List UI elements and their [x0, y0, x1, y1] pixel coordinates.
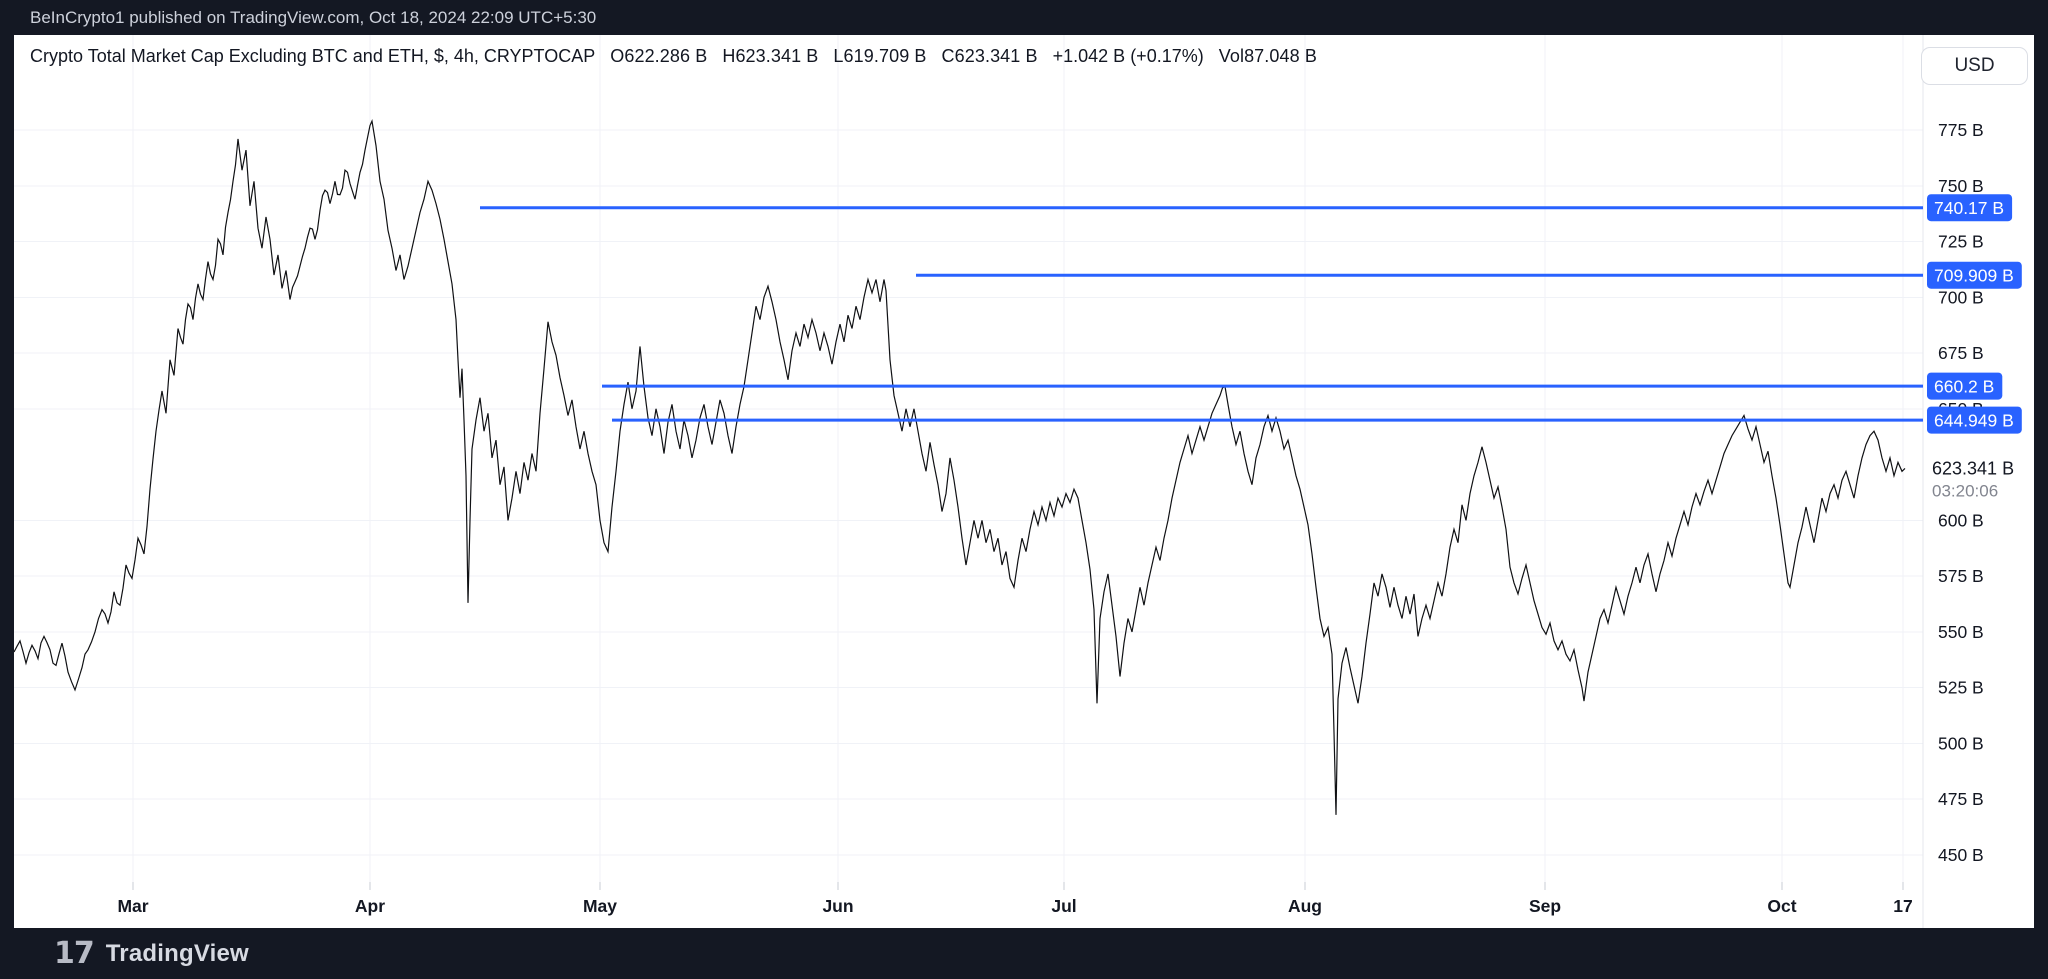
y-axis-label: 600 B	[1938, 510, 1984, 530]
attribution-bar: BeInCrypto1 published on TradingView.com…	[0, 0, 2048, 35]
currency-toggle-button[interactable]: USD	[1921, 47, 2028, 85]
y-axis-label: 450 B	[1938, 845, 1984, 865]
x-axis-label: Mar	[117, 896, 148, 916]
x-axis-label: Oct	[1767, 896, 1796, 916]
legend-close: C623.341 B	[941, 46, 1038, 66]
price-level-badge-label: 709.909 B	[1934, 266, 2014, 286]
y-axis-label: 700 B	[1938, 287, 1984, 307]
tradingview-brand-link[interactable]: TradingView	[105, 939, 249, 967]
price-level-badge[interactable]	[1927, 372, 2003, 400]
y-axis-label: 475 B	[1938, 789, 1984, 809]
price-level-badge-label: 660.2 B	[1934, 377, 1994, 397]
y-axis-label: 750 B	[1938, 176, 1984, 196]
x-axis-label: Sep	[1529, 896, 1561, 916]
price-level-badge[interactable]	[1927, 406, 2022, 434]
y-axis-label: 550 B	[1938, 622, 1984, 642]
x-axis-label: Jul	[1051, 896, 1076, 916]
x-axis-label: Jun	[822, 896, 853, 916]
chart-legend: Crypto Total Market Cap Excluding BTC an…	[30, 46, 1317, 67]
price-level-badge-label: 740.17 B	[1934, 198, 2004, 218]
y-axis-label: 775 B	[1938, 120, 1984, 140]
tradingview-logo-icon[interactable]: 17	[54, 935, 95, 971]
x-axis-label: 17	[1893, 896, 1912, 916]
bar-countdown: 03:20:06	[1932, 481, 1998, 500]
x-axis-label: Aug	[1288, 896, 1322, 916]
footer-bar: 17 TradingView	[0, 928, 2048, 979]
x-axis-label: May	[583, 896, 617, 916]
last-price-label: 623.341 B	[1932, 458, 2014, 478]
y-axis-label: 525 B	[1938, 678, 1984, 698]
legend-title: Crypto Total Market Cap Excluding BTC an…	[30, 46, 596, 66]
price-level-badge[interactable]	[1927, 194, 2013, 222]
x-axis-label: Apr	[355, 896, 385, 916]
y-axis-label: 675 B	[1938, 343, 1984, 363]
y-axis-label: 725 B	[1938, 232, 1984, 252]
legend-high: H623.341 B	[722, 46, 819, 66]
legend-low: L619.709 B	[833, 46, 927, 66]
price-level-badge[interactable]	[1927, 261, 2022, 289]
attribution-text: BeInCrypto1 published on TradingView.com…	[30, 8, 597, 27]
legend-change: +1.042 B (+0.17%)	[1052, 46, 1204, 66]
legend-volume: Vol87.048 B	[1218, 46, 1317, 66]
legend-open: O622.286 B	[610, 46, 708, 66]
price-level-badge-label: 644.949 B	[1934, 411, 2014, 431]
price-series-line	[13, 119, 1906, 815]
y-axis-label: 575 B	[1938, 566, 1984, 586]
y-axis-label: 500 B	[1938, 734, 1984, 754]
